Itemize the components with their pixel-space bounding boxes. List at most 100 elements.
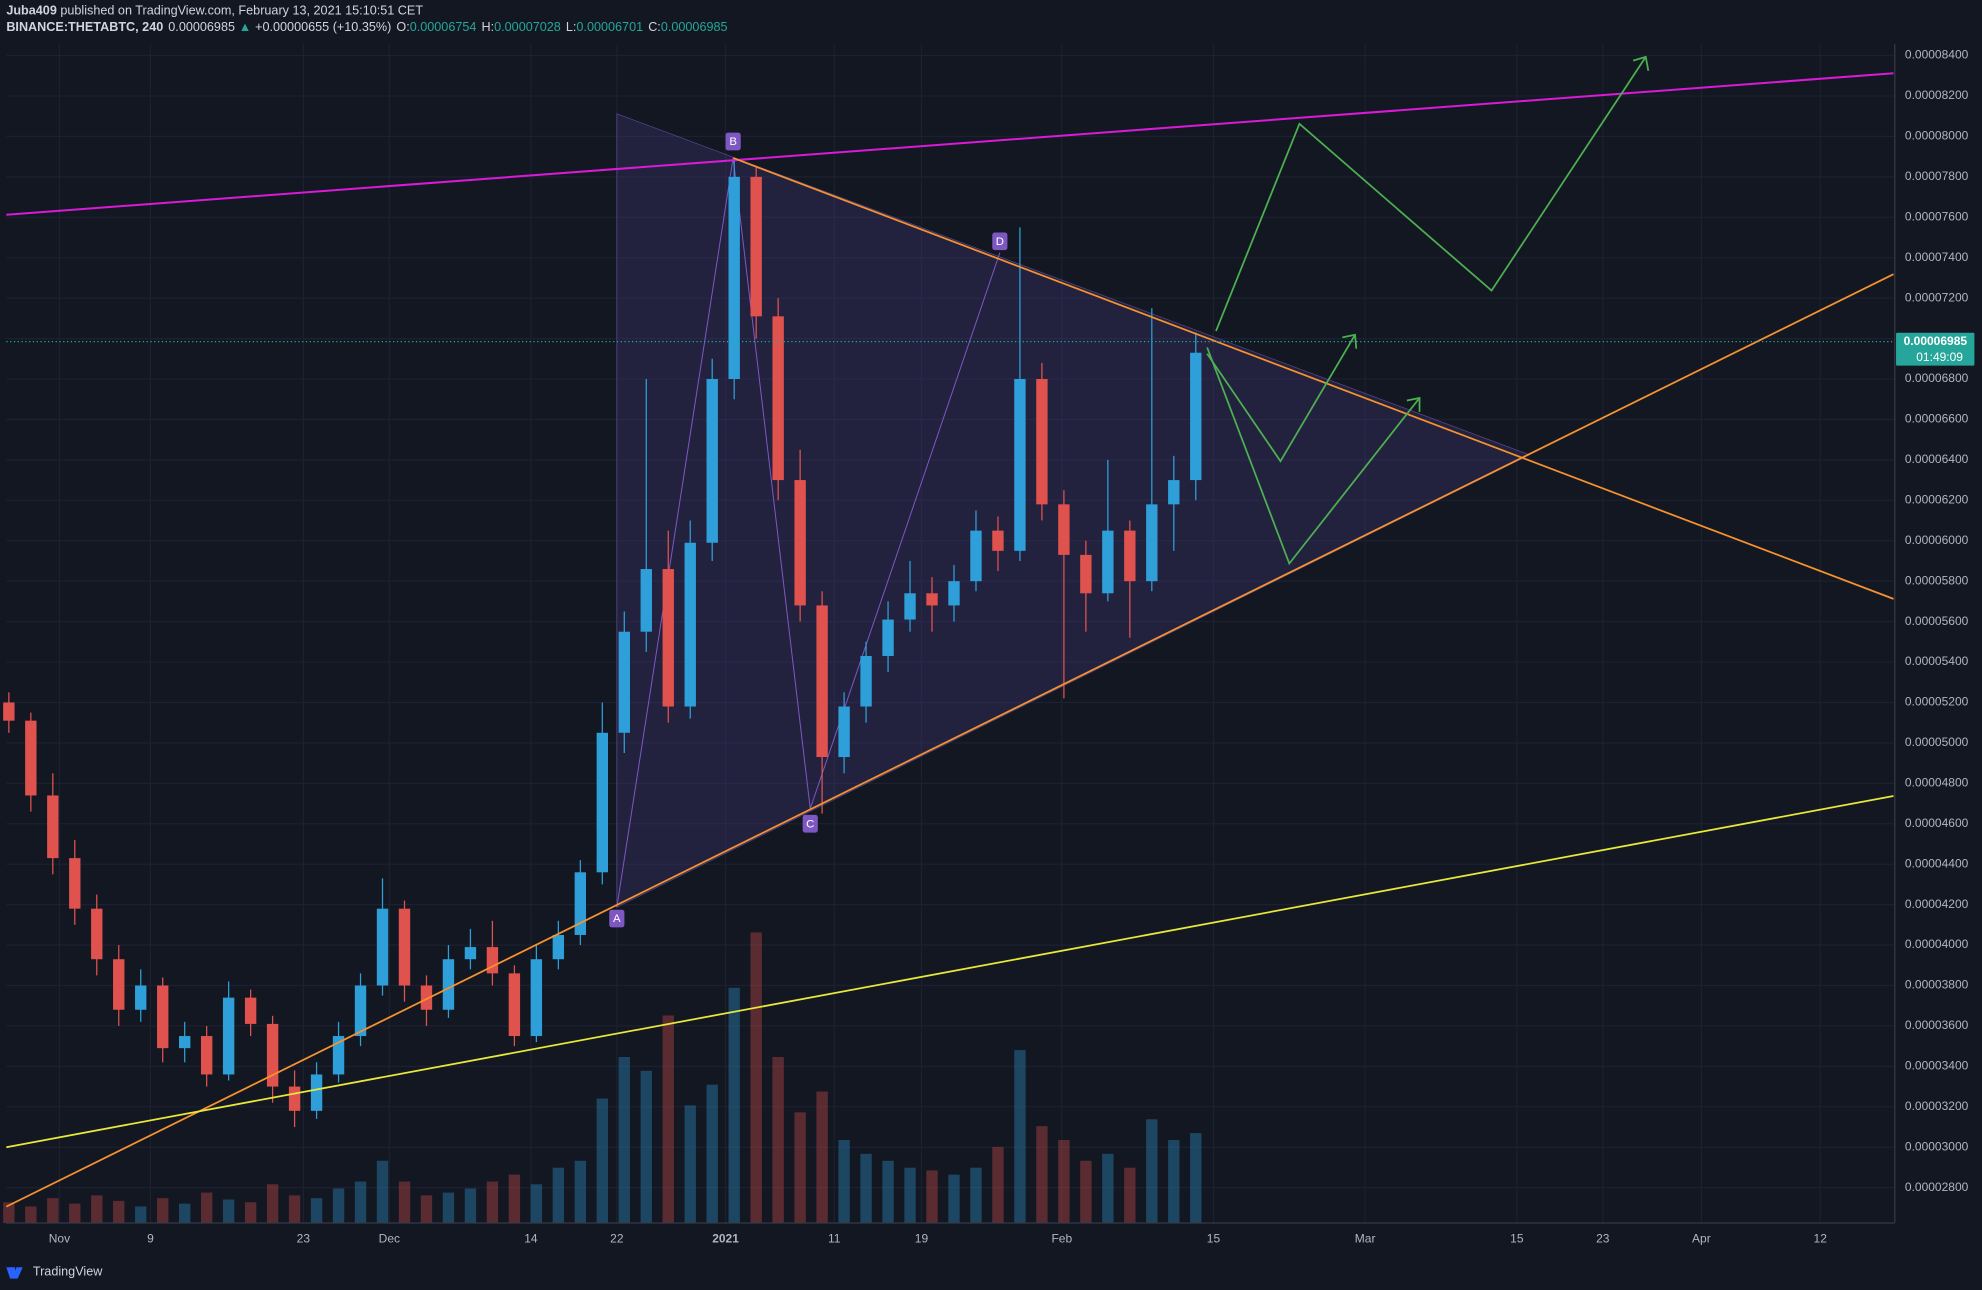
y-tick-label: 0.00008000 <box>1905 129 1969 143</box>
volume-bar <box>179 1203 191 1224</box>
pattern-label-box <box>609 909 625 928</box>
y-tick-label: 0.00003400 <box>1905 1059 1969 1073</box>
candle-body <box>992 530 1004 551</box>
abcd-path <box>616 157 1001 908</box>
header-line: BINANCE:THETABTC, 240 0.00006985 ▲ +0.00000… <box>6 20 727 34</box>
c: 0.00006985 <box>661 20 728 34</box>
pattern-labels: A B C D <box>609 132 1008 928</box>
volume-bar <box>420 1195 433 1224</box>
candle-body <box>640 569 652 632</box>
y-tick-label: 0.00005400 <box>1905 654 1969 668</box>
x-tick-label: 14 <box>524 1232 538 1246</box>
x-tick-label: 12 <box>1814 1232 1828 1246</box>
published: published on TradingView.com, February 1… <box>57 4 423 18</box>
volume-bar <box>1058 1140 1070 1224</box>
pattern-label-box <box>725 132 741 151</box>
y-tick-label: 0.00004600 <box>1905 816 1969 830</box>
volume-bar <box>860 1153 872 1224</box>
x-tick-label: 11 <box>828 1232 841 1246</box>
logo: TradingView <box>33 1265 103 1279</box>
candle-body <box>1124 530 1136 582</box>
change: +0.00000655 (+10.35%) <box>255 20 391 34</box>
candle-body <box>750 176 762 317</box>
symbol: BINANCE:THETABTC, 240 <box>6 20 163 34</box>
last: 0.00006985 <box>168 20 235 34</box>
volume-bar <box>794 1112 806 1224</box>
orange-resistance <box>732 157 1894 600</box>
y-tick-label: 0.00008400 <box>1905 48 1969 62</box>
c-label: C: <box>648 20 661 34</box>
pattern-label: A <box>613 913 621 925</box>
volume-bar <box>244 1202 257 1224</box>
candle-body <box>222 997 235 1075</box>
candle-body <box>288 1086 301 1111</box>
candle-body <box>1102 530 1114 594</box>
candle-body <box>442 959 455 1010</box>
last-price-label: 0.00006985 <box>1904 334 1968 348</box>
candle-body <box>310 1074 323 1111</box>
candle-body <box>69 858 81 909</box>
o-label: O: <box>396 20 409 34</box>
candle-body <box>179 1036 191 1049</box>
countdown: 01:49:09 <box>1916 350 1963 364</box>
arrow-head <box>1632 55 1650 71</box>
candle-body <box>838 706 850 758</box>
y-tick-label: 0.00006600 <box>1905 412 1969 426</box>
volume-bar <box>530 1184 543 1224</box>
x-tick-label: Mar <box>1355 1232 1376 1246</box>
volume-bar <box>640 1070 652 1224</box>
candle-body <box>772 316 784 481</box>
o: 0.00006754 <box>410 20 477 34</box>
volume-bar <box>1146 1119 1158 1224</box>
y-tick-label: 0.00005800 <box>1905 573 1969 587</box>
l-label: L: <box>566 20 577 34</box>
volume-bar <box>838 1140 850 1224</box>
candle-body <box>728 176 740 380</box>
projections <box>1206 55 1650 566</box>
candle-body <box>244 997 257 1024</box>
volume-bar <box>376 1160 389 1224</box>
candle-body <box>948 581 960 606</box>
volume-bar <box>926 1170 938 1224</box>
candle-body <box>618 631 630 733</box>
candle-body <box>266 1023 279 1087</box>
volume-bar <box>816 1091 828 1224</box>
volume-bar <box>135 1206 147 1224</box>
candle-body <box>574 872 587 935</box>
h-label: H: <box>481 20 494 34</box>
x-tick-label: 15 <box>1207 1232 1221 1246</box>
candle-body <box>91 908 103 960</box>
volume-bar <box>552 1167 565 1224</box>
volume-bar <box>266 1184 279 1224</box>
y-tick-label: 0.00005600 <box>1905 614 1969 628</box>
author: Juba409 <box>6 4 57 18</box>
x-tick-label: 19 <box>915 1232 929 1246</box>
volume-bar <box>200 1192 213 1224</box>
pattern-label: C <box>806 818 814 830</box>
y-tick-label: 0.00004200 <box>1905 897 1969 911</box>
candle-body <box>1036 379 1048 505</box>
volume-bar <box>91 1195 103 1224</box>
volume-bar <box>398 1181 411 1224</box>
volume-bar <box>970 1167 982 1224</box>
candle-body <box>157 985 169 1049</box>
candle-body <box>970 530 982 582</box>
candle-body <box>398 908 411 986</box>
y-tick-label: 0.00005000 <box>1905 735 1969 749</box>
volume-bar <box>464 1188 477 1224</box>
candle-body <box>530 959 543 1037</box>
volume-bar <box>596 1098 608 1224</box>
projection-path <box>1215 56 1647 332</box>
volume-bar <box>706 1084 718 1224</box>
volume-bar <box>222 1199 235 1224</box>
x-tick-label: Feb <box>1051 1232 1072 1246</box>
candle-body <box>926 593 938 606</box>
y-tick-label: 0.00003600 <box>1905 1018 1969 1032</box>
volume-bar <box>442 1192 455 1224</box>
l: 0.00006701 <box>576 20 643 34</box>
volume-bar <box>3 1202 15 1224</box>
x-tick-label: Apr <box>1692 1232 1711 1246</box>
candle-body <box>354 985 367 1037</box>
candle-body <box>113 959 125 1010</box>
